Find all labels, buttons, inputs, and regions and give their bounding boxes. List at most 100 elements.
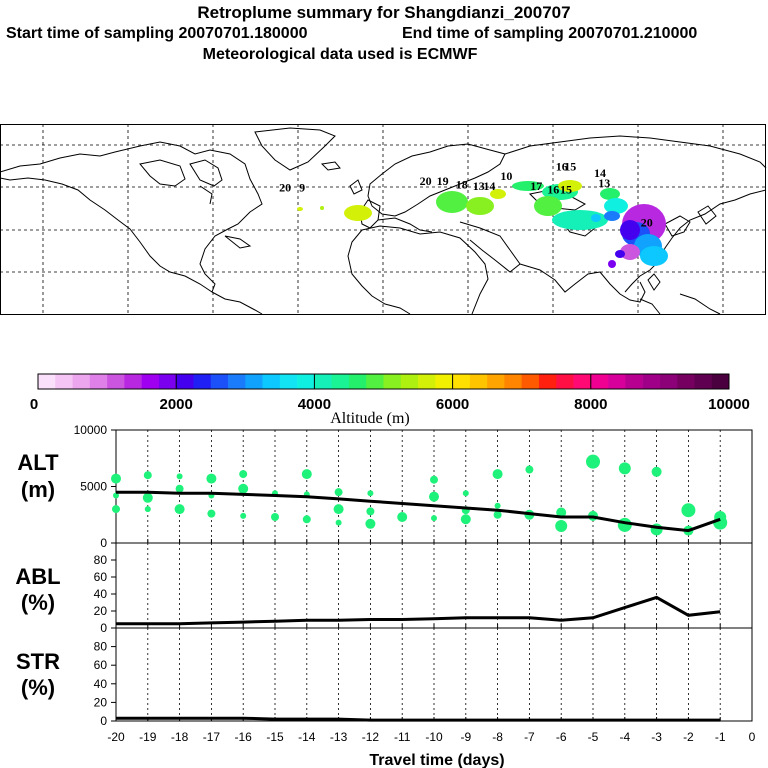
alt-scatter-point bbox=[460, 514, 471, 525]
y-tick-label: 20 bbox=[94, 604, 108, 618]
alt-scatter-point bbox=[111, 473, 121, 484]
y-tick-label: 40 bbox=[94, 677, 108, 691]
plume-day-label: 15 bbox=[564, 159, 576, 173]
abl-panel: 0 20 40 60 80 bbox=[94, 542, 753, 635]
abl-unit: (%) bbox=[21, 590, 55, 615]
plume-blob bbox=[640, 246, 668, 266]
plume-day-label: 13 bbox=[473, 179, 485, 193]
alt-scatter-point bbox=[366, 507, 375, 516]
plume-day-label: 20 bbox=[420, 174, 432, 188]
x-tick-label: -9 bbox=[460, 730, 471, 744]
colorbar-cell bbox=[504, 374, 522, 389]
alt-scatter-point bbox=[431, 515, 437, 522]
colorbar-cell bbox=[694, 374, 713, 389]
colorbar-cell bbox=[642, 374, 661, 389]
alt-scatter-point bbox=[238, 483, 249, 494]
str-label: STR bbox=[16, 649, 60, 674]
plume-day-label: 14 bbox=[594, 166, 606, 180]
plume-blob bbox=[608, 260, 616, 268]
plume-blob bbox=[558, 180, 582, 192]
plume-blob bbox=[604, 198, 628, 214]
x-tick-label: -16 bbox=[235, 730, 253, 744]
colorbar-cell bbox=[279, 374, 298, 389]
x-tick-label: -2 bbox=[683, 730, 694, 744]
x-tick-label: -17 bbox=[203, 730, 221, 744]
alt-scatter-point bbox=[302, 515, 311, 524]
x-axis-label: Travel time (days) bbox=[369, 752, 504, 768]
colorbar-cell bbox=[469, 374, 488, 389]
altitude-colorbar: 0 2000 4000 6000 8000 10000 Altitude (m) bbox=[30, 373, 750, 427]
alt-scatter-point bbox=[271, 513, 279, 522]
colorbar-cell bbox=[590, 374, 609, 389]
colorbar-cell bbox=[210, 374, 229, 389]
colorbar-cell bbox=[245, 374, 263, 389]
colorbar-tick-label: 6000 bbox=[436, 396, 469, 413]
colorbar-tick-label: 0 bbox=[30, 396, 38, 413]
alt-scatter-point bbox=[429, 491, 439, 502]
colorbar-cell bbox=[452, 374, 471, 389]
y-tick-label: 10000 bbox=[74, 425, 108, 437]
plume-day-label: 17 bbox=[530, 179, 542, 193]
colorbar-cell bbox=[158, 374, 177, 389]
alt-scatter-point bbox=[112, 505, 120, 514]
plume-day-label: 16 bbox=[547, 182, 559, 196]
alt-scatter-point bbox=[681, 503, 696, 518]
alt-scatter-point bbox=[335, 519, 342, 526]
alt-scatter-point bbox=[143, 471, 152, 480]
y-tick-label: 60 bbox=[94, 570, 108, 584]
alt-scatter-point bbox=[239, 470, 248, 479]
alt-unit: (m) bbox=[21, 477, 55, 502]
y-tick-label: 0 bbox=[100, 714, 107, 728]
colorbar-ticks: 0 2000 4000 6000 8000 10000 bbox=[30, 374, 750, 413]
title-block: Retroplume summary for Shangdianzi_20070… bbox=[0, 0, 768, 70]
alt-scatter-point bbox=[113, 492, 119, 499]
time-series-panels: ALT (m) ABL (%) STR (%) 0 5000 10000 0 20 40 6… bbox=[15, 425, 756, 768]
alt-scatter-point bbox=[333, 504, 344, 515]
x-tick-label: -7 bbox=[524, 730, 535, 744]
colorbar-cell bbox=[711, 374, 730, 389]
colorbar-cell bbox=[677, 374, 695, 389]
alt-scatter-point bbox=[617, 517, 632, 532]
x-tick-label: -3 bbox=[651, 730, 662, 744]
plume-day-label: 10 bbox=[500, 169, 512, 183]
colorbar-cell bbox=[331, 374, 350, 389]
y-tick-label: 80 bbox=[94, 640, 108, 654]
alt-scatter-point bbox=[555, 520, 568, 533]
colorbar-cell bbox=[659, 374, 678, 389]
y-tick-label: 80 bbox=[94, 553, 108, 567]
x-tick-label: -11 bbox=[394, 730, 411, 744]
plume-blob bbox=[297, 207, 303, 211]
alt-panel: 0 5000 10000 bbox=[74, 425, 753, 550]
x-tick-label: -8 bbox=[492, 730, 503, 744]
plume-blob bbox=[615, 250, 625, 258]
colorbar-tick-label: 2000 bbox=[160, 396, 193, 413]
colorbar-cell bbox=[556, 374, 574, 389]
plume-blob bbox=[320, 206, 324, 210]
colorbar-cell bbox=[314, 374, 332, 389]
x-tick-label: -6 bbox=[556, 730, 567, 744]
alt-label: ALT bbox=[17, 450, 59, 475]
alt-scatter-point bbox=[462, 490, 469, 497]
x-tick-label: -14 bbox=[298, 730, 316, 744]
plume-blob bbox=[512, 181, 544, 191]
alt-scatter-point bbox=[430, 475, 438, 484]
plume-day-label: 9 bbox=[299, 181, 305, 195]
y-tick-label: 0 bbox=[100, 536, 107, 550]
abl-frame bbox=[115, 542, 753, 629]
alt-scatter-point bbox=[397, 512, 408, 523]
colorbar-cell bbox=[625, 374, 643, 389]
end-time-label: End time of sampling 20070701.210000 bbox=[402, 25, 698, 42]
chart-title: Retroplume summary for Shangdianzi_20070… bbox=[197, 3, 571, 22]
colorbar-cell bbox=[72, 374, 91, 389]
x-tick-label: -5 bbox=[588, 730, 599, 744]
alt-scatter-point bbox=[301, 469, 312, 480]
colorbar-cell bbox=[538, 374, 557, 389]
colorbar-cell bbox=[366, 374, 384, 389]
alt-scatter-point bbox=[142, 492, 153, 503]
x-tick-label: -18 bbox=[171, 730, 189, 744]
colorbar-cell bbox=[228, 374, 246, 389]
plume-day-label: 15 bbox=[560, 182, 572, 196]
alt-scatter-point bbox=[618, 462, 631, 475]
